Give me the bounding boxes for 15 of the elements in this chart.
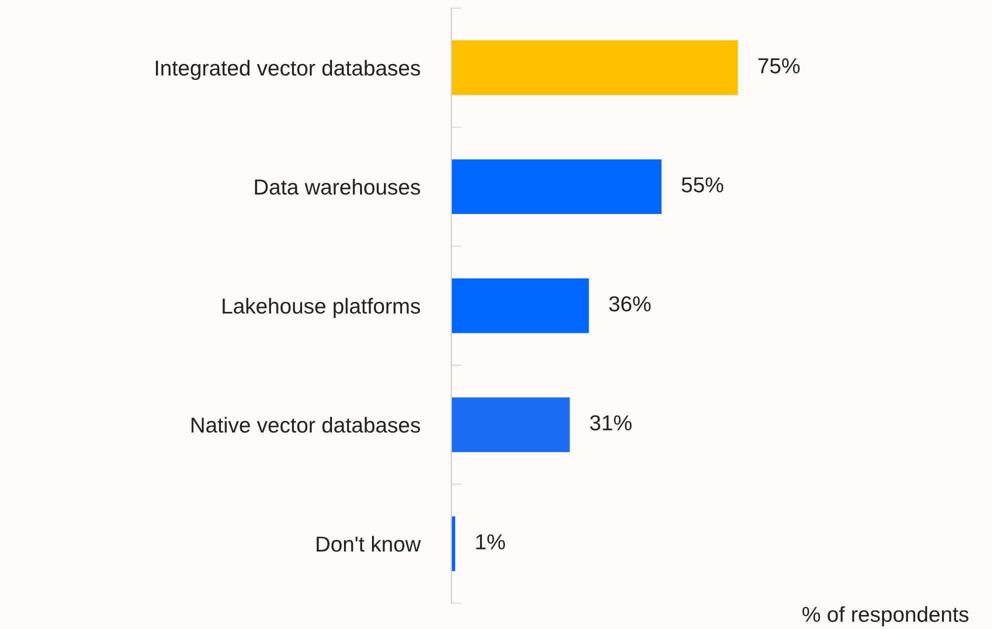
y-tick-label: Integrated vector databases xyxy=(156,60,420,80)
y-tick-label: Don't know xyxy=(316,536,421,552)
bar xyxy=(451,40,738,96)
data-label: 31% xyxy=(590,415,632,430)
data-label: 55% xyxy=(682,177,724,192)
y-tick-label: Lakehouse platforms xyxy=(222,298,420,318)
bar xyxy=(451,397,570,452)
y-tick-label: Native vector databases xyxy=(192,416,420,433)
x-axis-title: % of respondents xyxy=(802,606,968,626)
bar xyxy=(451,159,662,214)
y-tick-label: Data warehouses xyxy=(255,178,420,195)
data-label: 75% xyxy=(758,58,800,74)
data-label: 1% xyxy=(476,534,505,550)
bar xyxy=(451,278,589,334)
data-label: 36% xyxy=(609,296,651,312)
